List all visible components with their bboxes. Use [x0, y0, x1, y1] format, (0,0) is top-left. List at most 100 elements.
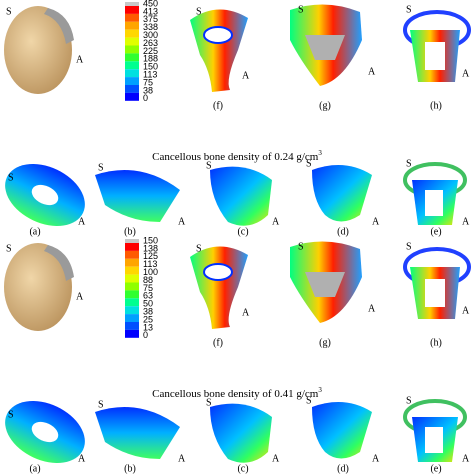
panel-label: (h)	[430, 337, 442, 348]
marker-a: A	[272, 216, 280, 227]
legend-label: 413	[143, 6, 158, 16]
implant-c	[210, 403, 272, 463]
legend-label: 263	[143, 38, 158, 48]
marker-a: A	[242, 307, 250, 318]
legend-label: 13	[143, 322, 153, 332]
colorbar-band	[125, 61, 139, 70]
legend-label: 138	[143, 243, 158, 253]
marker-s: S	[98, 162, 104, 173]
caption: Cancellous bone density of 0.41 g/cm3	[152, 386, 322, 400]
colorbar-top	[125, 2, 139, 7]
implant-b	[95, 170, 180, 222]
caption: Cancellous bone density of 0.24 g/cm3	[152, 149, 322, 163]
implant-cap	[44, 245, 74, 281]
legend-label: 38	[143, 306, 153, 316]
legend-label: 125	[143, 251, 158, 261]
caption-text: Cancellous bone density of 0.24 g/cm	[152, 151, 319, 163]
panel-label: (e)	[430, 463, 441, 474]
colorbar-band	[125, 274, 139, 283]
implant-e-window	[425, 427, 443, 453]
marker-a: A	[462, 68, 470, 79]
caption-text: Cancellous bone density of 0.41 g/cm	[152, 388, 319, 400]
implant-g-center	[305, 35, 345, 60]
implant-e-window	[425, 190, 443, 216]
colorbar-band	[125, 306, 139, 315]
panel-label: (d)	[337, 226, 349, 237]
implant-h-window	[425, 42, 445, 70]
marker-s: S	[98, 399, 104, 410]
humerus-head	[4, 6, 72, 94]
panel-label: (c)	[237, 463, 248, 474]
legend-label: 63	[143, 291, 153, 301]
marker-s: S	[8, 409, 14, 420]
implant-d	[312, 165, 372, 222]
colorbar-band	[125, 45, 139, 54]
marker-s: S	[298, 241, 304, 252]
implant-cap	[44, 8, 74, 44]
legend-label: 0	[143, 330, 148, 340]
implant-a-hole	[31, 184, 59, 206]
marker-s: S	[196, 243, 202, 254]
colorbar-band	[125, 314, 139, 322]
humerus-head	[4, 243, 72, 331]
legend-label: 50	[143, 299, 153, 309]
legend-label: 0	[143, 93, 148, 103]
implant-f-hole	[203, 26, 233, 44]
panel-label: (g)	[319, 100, 331, 111]
panel-label: (d)	[337, 463, 349, 474]
panel-label: (b)	[124, 226, 136, 237]
marker-s: S	[6, 243, 12, 254]
implant-f	[190, 9, 248, 92]
marker-a: A	[76, 54, 84, 65]
legend-label: 150	[143, 62, 158, 72]
marker-s: S	[306, 395, 312, 406]
panel-label: (a)	[29, 226, 40, 237]
marker-a: A	[462, 216, 470, 227]
legend-label: 75	[143, 77, 153, 87]
colorbar-band	[125, 21, 139, 30]
marker-s: S	[8, 172, 14, 183]
marker-a: A	[462, 453, 470, 464]
panel-label: (f)	[213, 100, 223, 111]
marker-a: A	[78, 216, 86, 227]
colorbar-band	[125, 266, 139, 275]
panel-label: (f)	[213, 337, 223, 348]
legend-label: 38	[143, 85, 153, 95]
legend-label: 100	[143, 267, 158, 277]
marker-s: S	[306, 158, 312, 169]
legend-label: 450	[143, 0, 158, 8]
colorbar-band	[125, 258, 139, 267]
legend-label: 150	[143, 235, 158, 245]
marker-a: A	[368, 303, 376, 314]
marker-s: S	[406, 395, 412, 406]
implant-f-hole	[203, 263, 233, 281]
legend-label: 300	[143, 30, 158, 40]
marker-a: A	[178, 453, 186, 464]
implant-b	[95, 407, 180, 459]
marker-s: S	[196, 6, 202, 17]
colorbar-band	[125, 282, 139, 291]
implant-c	[210, 166, 272, 226]
colorbar-band	[125, 329, 139, 338]
marker-a: A	[372, 216, 380, 227]
marker-a: A	[272, 453, 280, 464]
panel-label: (a)	[29, 463, 40, 474]
panel-label: (e)	[430, 226, 441, 237]
marker-s: S	[406, 158, 412, 169]
panel-label: (c)	[237, 226, 248, 237]
marker-a: A	[462, 305, 470, 316]
colorbar-top	[125, 239, 139, 244]
marker-a: A	[178, 216, 186, 227]
colorbar-band	[125, 85, 139, 93]
marker-a: A	[242, 70, 250, 81]
colorbar-band	[125, 243, 139, 251]
colorbar-band	[125, 13, 139, 22]
legend-label: 375	[143, 14, 158, 24]
implant-d	[312, 402, 372, 459]
colorbar-band	[125, 6, 139, 14]
implant-f	[190, 246, 248, 329]
panel-label: (h)	[430, 100, 442, 111]
